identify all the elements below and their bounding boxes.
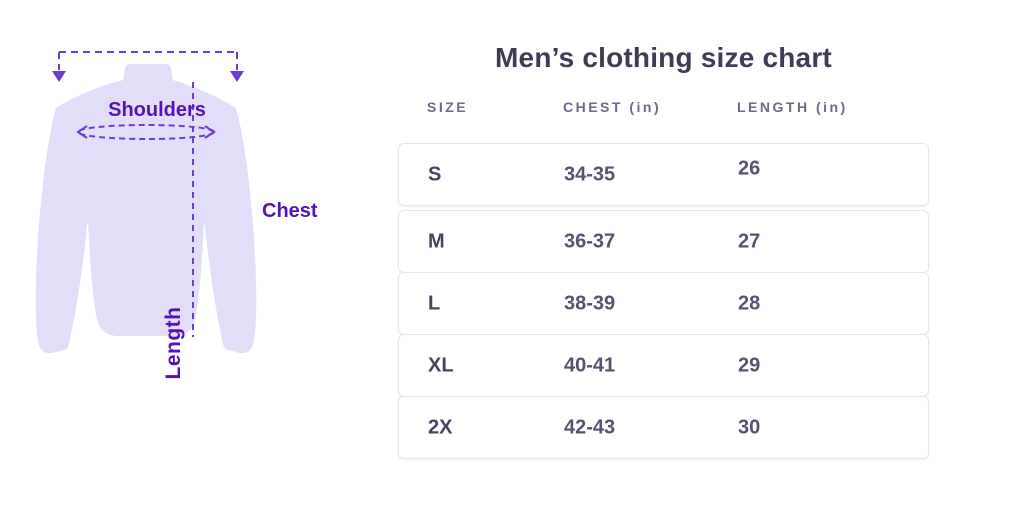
chest-value: 36-37: [564, 230, 616, 252]
size-value: L: [428, 292, 441, 314]
length-value: 29: [738, 354, 761, 376]
size-value: XL: [428, 354, 454, 376]
shirt-diagram-svg: [35, 51, 257, 354]
column-header-chest: CHEST (in): [563, 99, 662, 115]
shoulders-arrow-right-icon: [230, 71, 244, 82]
chest-label: Chest: [262, 200, 318, 222]
shoulders-label: Shoulders: [108, 99, 206, 121]
length-value: 27: [738, 230, 761, 252]
column-header-size: SIZE: [427, 99, 469, 115]
table-row-l: L 38-39 28: [398, 272, 929, 335]
chest-value: 34-35: [564, 163, 616, 185]
length-value: 30: [738, 416, 761, 438]
shoulders-measure-line: [58, 51, 238, 70]
length-value: 28: [738, 292, 761, 314]
table-row-xl: XL 40-41 29: [398, 334, 929, 397]
length-value: 26: [738, 157, 761, 179]
chest-value: 42-43: [564, 416, 616, 438]
length-label: Length: [162, 306, 185, 380]
table-row-s: S 34-35 26: [398, 143, 929, 206]
shirt-measurement-diagram: Shoulders Chest Length: [0, 0, 360, 410]
size-value: S: [428, 163, 442, 185]
column-header-length: LENGTH (in): [737, 99, 848, 115]
table-row-m: M 36-37 27: [398, 210, 929, 273]
size-table-body: S 34-35 26 M 36-37 27 L 38-39 28 XL 40-4…: [398, 143, 929, 459]
table-row-2x: 2X 42-43 30: [398, 396, 929, 459]
chest-measure-ellipse: [76, 124, 216, 140]
page-title: Men’s clothing size chart: [495, 42, 832, 73]
chest-value: 38-39: [564, 292, 616, 314]
size-value: 2X: [428, 416, 453, 438]
chest-value: 40-41: [564, 354, 616, 376]
table-header-row: SIZE CHEST (in) LENGTH (in): [398, 99, 929, 117]
size-value: M: [428, 230, 445, 252]
shoulders-arrow-left-icon: [52, 71, 66, 82]
